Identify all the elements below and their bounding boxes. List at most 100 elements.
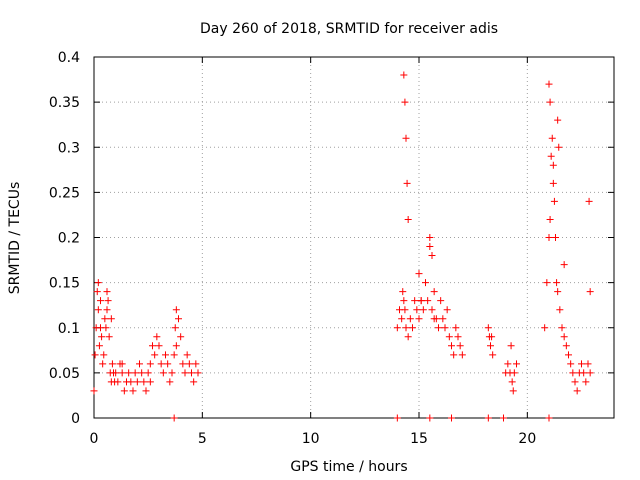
data-point xyxy=(507,342,515,350)
data-point xyxy=(504,360,512,368)
data-point xyxy=(162,351,169,359)
data-point xyxy=(194,369,202,377)
data-point xyxy=(500,414,507,422)
data-point xyxy=(428,252,436,260)
data-point xyxy=(586,288,594,296)
data-point xyxy=(181,369,189,377)
data-point xyxy=(545,414,553,422)
data-point xyxy=(443,306,451,314)
y-tick-label: 0.35 xyxy=(49,95,80,111)
data-point xyxy=(149,342,156,350)
data-point xyxy=(555,143,563,151)
data-point xyxy=(545,234,553,241)
y-tick-label: 0.25 xyxy=(49,185,80,201)
data-point xyxy=(553,279,561,287)
x-axis-label: GPS time / hours xyxy=(290,459,407,475)
data-point xyxy=(580,369,588,377)
data-point xyxy=(452,324,460,332)
data-point xyxy=(565,351,572,359)
data-point xyxy=(118,369,126,377)
data-point xyxy=(170,414,178,422)
data-point xyxy=(94,306,102,314)
data-point xyxy=(513,360,520,368)
data-point xyxy=(105,333,113,341)
data-point xyxy=(404,215,412,223)
data-point xyxy=(140,378,148,386)
data-point xyxy=(95,342,103,350)
data-point xyxy=(546,215,554,223)
data-point xyxy=(403,179,411,187)
data-point xyxy=(430,288,438,296)
data-point xyxy=(554,288,562,296)
data-point xyxy=(582,378,590,386)
data-point xyxy=(103,306,111,314)
data-point xyxy=(192,360,200,368)
data-point xyxy=(157,360,165,368)
y-tick-label: 0.3 xyxy=(58,140,80,156)
data-point xyxy=(428,306,436,314)
data-point xyxy=(166,378,174,386)
data-point xyxy=(550,197,558,205)
y-axis-label: SRMTID / TECUs xyxy=(7,182,23,295)
data-point xyxy=(445,333,453,341)
y-tick-label: 0.1 xyxy=(58,321,80,337)
x-tick-label: 15 xyxy=(410,431,428,447)
data-point xyxy=(400,297,408,305)
data-point xyxy=(415,315,423,323)
data-point xyxy=(398,315,406,323)
data-point xyxy=(90,387,98,395)
data-point xyxy=(107,315,115,323)
y-tick-label: 0.05 xyxy=(49,366,80,382)
data-point xyxy=(114,378,122,386)
data-point xyxy=(185,360,193,368)
data-point xyxy=(133,378,141,386)
data-point xyxy=(108,360,116,368)
data-point xyxy=(422,279,429,287)
data-point xyxy=(441,324,449,332)
data-point xyxy=(179,360,187,368)
data-point xyxy=(151,351,159,359)
data-point xyxy=(404,333,412,341)
data-point xyxy=(131,369,139,377)
data-point xyxy=(554,116,562,124)
data-point xyxy=(94,279,102,287)
data-point xyxy=(401,306,409,314)
data-point xyxy=(101,315,109,323)
data-point xyxy=(487,342,494,350)
data-point xyxy=(153,333,161,341)
data-point xyxy=(417,297,425,305)
data-point xyxy=(560,261,568,269)
data-point xyxy=(125,369,133,377)
data-point xyxy=(419,306,427,314)
data-point xyxy=(98,333,106,341)
data-point xyxy=(393,414,401,422)
y-tick-label: 0 xyxy=(71,411,80,427)
axis-ticks: 0 5 10 15 20 0 0.05 0.1 0.15 0.2 0.25 0.3 0.35 0.4 xyxy=(49,50,614,447)
data-point xyxy=(509,387,517,395)
data-point xyxy=(400,71,408,79)
data-point xyxy=(175,315,182,323)
data-point xyxy=(172,342,180,350)
data-point xyxy=(430,315,438,323)
data-point xyxy=(138,369,146,377)
data-point xyxy=(448,414,455,422)
data-point xyxy=(454,333,462,341)
x-tick-label: 5 xyxy=(198,431,207,447)
data-point xyxy=(120,387,128,395)
data-point xyxy=(584,360,592,368)
data-point xyxy=(164,360,172,368)
data-point xyxy=(585,197,593,205)
data-point xyxy=(155,342,163,350)
data-point xyxy=(172,306,180,314)
data-point xyxy=(93,288,101,296)
data-point xyxy=(573,387,581,395)
x-tick-label: 20 xyxy=(518,431,536,447)
data-point xyxy=(488,333,496,341)
data-point xyxy=(406,315,414,323)
data-point xyxy=(99,360,107,368)
data-point xyxy=(409,324,416,332)
data-point xyxy=(456,342,464,350)
data-point xyxy=(549,179,557,187)
data-point xyxy=(136,360,143,368)
